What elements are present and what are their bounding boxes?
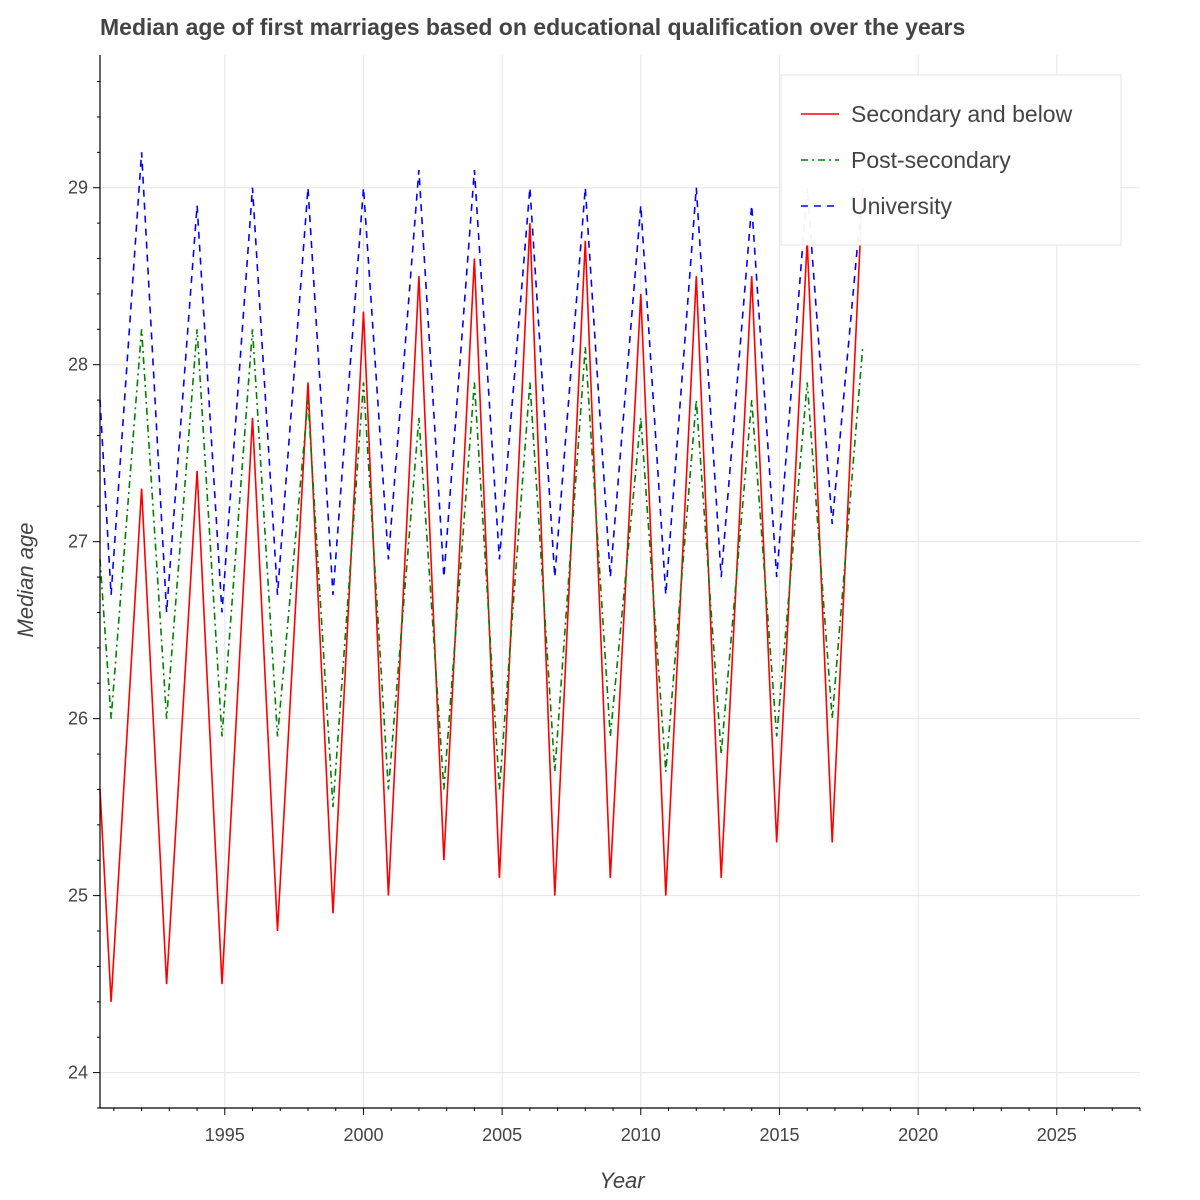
series-line-0 (99, 187, 864, 1002)
legend-label-post-secondary: Post-secondary (851, 147, 1011, 173)
y-tick-label: 29 (68, 178, 88, 198)
x-tick-label: 2005 (482, 1125, 522, 1145)
y-tick-label: 24 (68, 1063, 88, 1083)
x-tick-label: 2015 (759, 1125, 799, 1145)
legend: Secondary and below Post-secondary Unive… (780, 74, 1122, 246)
y-tick-label: 25 (68, 886, 88, 906)
series-layer (99, 152, 864, 1002)
grid (100, 55, 1140, 1108)
legend-label-university: University (851, 193, 952, 219)
x-tick-label: 2010 (621, 1125, 661, 1145)
x-tick-label: 1995 (205, 1125, 245, 1145)
series-line-1 (99, 329, 864, 808)
y-tick-label: 27 (68, 532, 88, 552)
x-tick-label: 2020 (898, 1125, 938, 1145)
axes: 1995 2000 2005 2010 2015 2020 2025 24 25 26 27 28 29 (68, 55, 1141, 1145)
x-tick-label: 2000 (343, 1125, 383, 1145)
y-tick-label: 28 (68, 355, 88, 375)
chart-title: Median age of first marriages based on e… (100, 14, 966, 40)
x-axis-label: Year (599, 1168, 646, 1193)
x-tick-label: 2025 (1037, 1125, 1077, 1145)
series-line-2 (99, 152, 864, 613)
y-axis-label: Median age (13, 523, 38, 638)
legend-label-secondary: Secondary and below (851, 101, 1073, 127)
y-tick-label: 26 (68, 709, 88, 729)
